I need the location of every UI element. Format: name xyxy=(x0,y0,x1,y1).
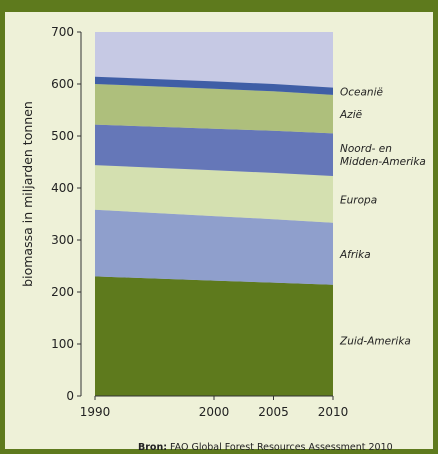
stacked-area-chart: 0 100 200 300 400 500 600 700 1990 2000 2005 2010 Z… xyxy=(20,25,426,419)
series-label: Oceanië xyxy=(340,86,383,98)
area-afrika xyxy=(95,209,333,285)
x-tick-label: 2000 xyxy=(199,405,230,419)
series-label: Midden-Amerika xyxy=(340,156,426,168)
series-label: Noord- en xyxy=(340,143,392,155)
y-tick-label: 400 xyxy=(51,181,74,195)
source-label: Bron: xyxy=(138,442,168,453)
y-tick-label: 0 xyxy=(66,389,74,403)
y-tick-label: 500 xyxy=(51,129,74,143)
series-areas xyxy=(95,76,333,396)
area-noord-en-midden-amerika xyxy=(95,124,333,176)
x-tick-label: 1990 xyxy=(80,405,111,419)
header-tab xyxy=(0,0,74,12)
series-label: Azië xyxy=(339,109,362,121)
area-oceani xyxy=(95,76,333,95)
axes: 0 100 200 300 400 500 600 700 1990 2000 2005 2010 xyxy=(51,25,348,419)
chart-panel: 0 100 200 300 400 500 600 700 1990 2000 2005 2010 Z… xyxy=(5,12,433,453)
y-tick-label: 100 xyxy=(51,337,74,351)
source-note: Bron: FAO Global Forest Resources Assess… xyxy=(138,442,393,453)
y-tick-label: 600 xyxy=(51,77,74,91)
y-tick-label: 300 xyxy=(51,233,74,247)
area-azi xyxy=(95,84,333,134)
area-zuid-amerika xyxy=(95,276,333,396)
series-label: Zuid-Amerika xyxy=(339,335,411,347)
y-tick-label: 700 xyxy=(51,25,74,39)
series-label: Europa xyxy=(340,194,377,206)
x-tick-label: 2005 xyxy=(258,405,289,419)
source-text: FAO Global Forest Resources Assessment 2… xyxy=(170,442,393,453)
area-europa xyxy=(95,165,333,223)
series-labels: Zuid-Amerika Afrika Europa Noord- enMidden-… xyxy=(339,86,426,347)
x-tick-label: 2010 xyxy=(318,405,349,419)
series-label: Afrika xyxy=(339,249,371,261)
y-axis-title: biomassa in miljarden tonnen xyxy=(20,101,35,287)
y-tick-label: 200 xyxy=(51,285,74,299)
